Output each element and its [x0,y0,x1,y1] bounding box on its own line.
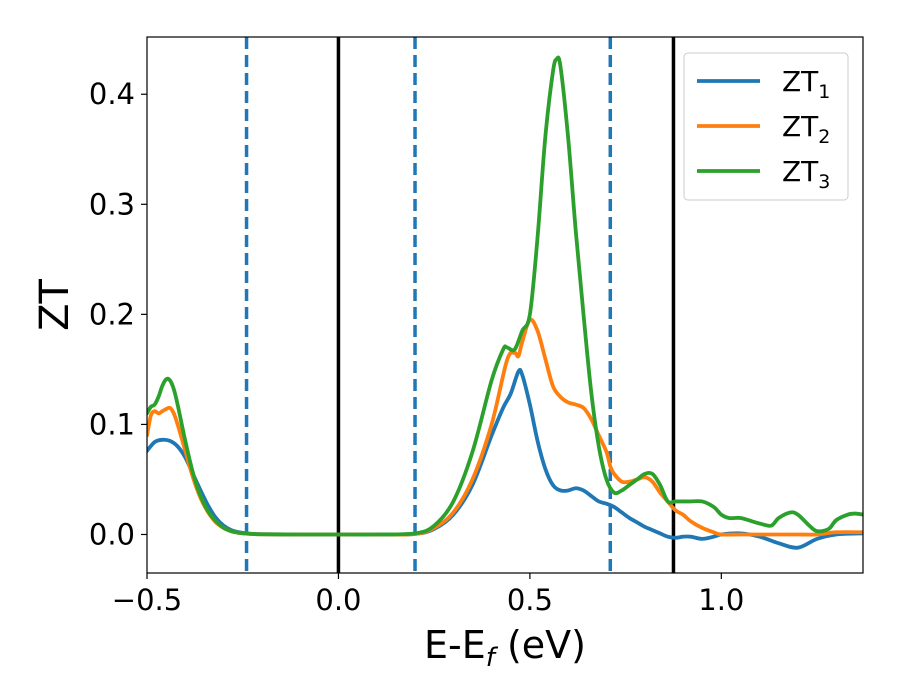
x-tick-label-3: 1.0 [698,583,744,617]
legend-items: ZT1 ZT2 ZT3 [697,65,830,193]
legend-box [683,52,849,201]
x-tick-label-1: 0.0 [315,583,361,617]
y-axis-label: ZT [32,279,78,331]
axis-ticks: −0.5 0.0 0.5 1.0 0.0 0.1 0.2 0.3 0.4 [89,77,745,617]
x-axis-label-unit: (eV) [495,623,586,667]
series-line-zt3 [147,55,863,537]
y-tick-label-0: 0.0 [89,517,135,551]
legend-label-zt1: ZT1 [782,65,830,103]
series-line-zt2 [147,317,863,537]
y-tick-label-1: 0.1 [89,407,135,441]
vertical-reference-lines [244,37,676,573]
x-axis-label-main: E-E [424,623,486,667]
plot-frame [146,36,864,574]
legend-label-zt2: ZT2 [782,110,830,148]
y-tick-label-2: 0.2 [89,297,135,331]
x-axis-label: E-Ef (eV) [424,623,586,673]
legend: ZT1 ZT2 ZT3 [683,52,849,201]
x-tick-label-0: −0.5 [112,583,182,617]
series-lines [147,55,863,550]
legend-label-zt3: ZT3 [782,155,830,193]
y-tick-label-3: 0.3 [89,187,135,221]
x-tick-label-2: 0.5 [507,583,553,617]
y-tick-label-4: 0.4 [89,77,135,111]
